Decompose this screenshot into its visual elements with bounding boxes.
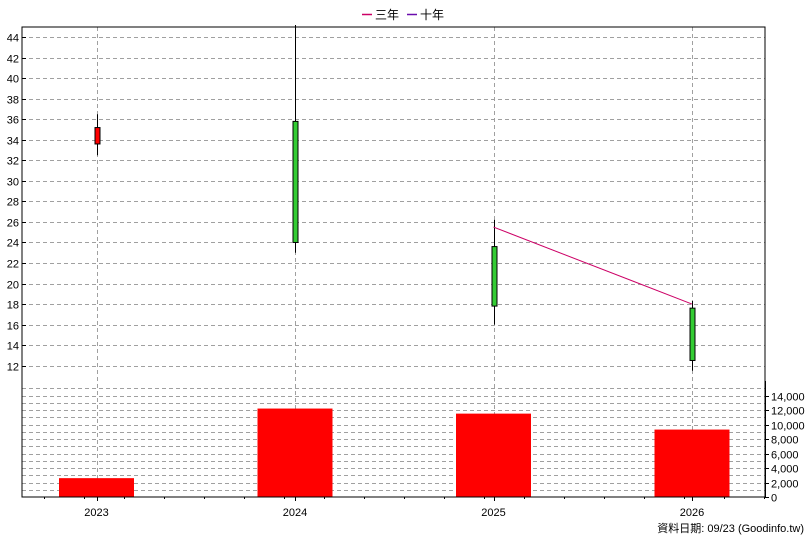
volume-tick-label: 6,000	[771, 450, 799, 462]
axes: 12 14 16 18 20 22 24 26 28 30 32 34 36 38 40 42 44 0 2,000…	[7, 26, 805, 519]
candle-body	[491, 246, 498, 307]
price-tick-label: 30	[7, 177, 19, 189]
price-tick-label: 26	[7, 218, 19, 230]
price-tick-label: 14	[7, 341, 19, 353]
volume-tick-label: 2,000	[771, 479, 799, 491]
volume-tick-label: 10,000	[771, 421, 805, 433]
price-tick-label: 44	[7, 33, 19, 45]
volume-bar	[654, 429, 730, 497]
price-tick-label: 38	[7, 95, 19, 107]
candlesticks	[94, 24, 696, 371]
category-tick-label: 2025	[481, 507, 505, 519]
volume-tick-label: 14,000	[771, 392, 805, 404]
category-tick-label: 2023	[84, 507, 108, 519]
candle-body	[689, 307, 696, 361]
price-tick-label: 36	[7, 115, 19, 127]
volume-tick-label: 8,000	[771, 435, 799, 447]
legend-item-label: 十年	[420, 8, 444, 22]
plot-frame	[21, 26, 766, 498]
price-tick-label: 24	[7, 238, 19, 250]
volume-bar	[59, 478, 134, 497]
price-tick-label: 40	[7, 74, 19, 86]
series-line	[493, 226, 693, 305]
price-tick-label: 22	[7, 259, 19, 271]
volume-bar	[456, 413, 531, 497]
volume-tick-label: 0	[771, 493, 777, 505]
price-tick-label: 34	[7, 136, 19, 148]
legend: 三年 十年	[362, 8, 444, 22]
price-tick-label: 32	[7, 156, 19, 168]
category-tick-label: 2024	[283, 507, 307, 519]
price-tick-label: 16	[7, 321, 19, 333]
grid-lines	[22, 27, 765, 497]
candle-body	[94, 127, 101, 145]
price-tick-label: 28	[7, 197, 19, 209]
trend-lines	[493, 226, 693, 305]
source-label: 資料日期: 09/23 (Goodinfo.tw)	[657, 521, 804, 535]
volume-tick-label: 12,000	[771, 406, 805, 418]
category-tick-label: 2026	[680, 507, 704, 519]
candle-body	[292, 120, 299, 243]
price-tick-label: 18	[7, 300, 19, 312]
volume-tick-label: 4,000	[771, 464, 799, 476]
volume-bars	[59, 408, 730, 497]
price-tick-label: 42	[7, 54, 19, 66]
price-tick-label: 12	[7, 362, 19, 374]
legend-item-label: 三年	[375, 8, 399, 22]
price-tick-label: 20	[7, 280, 19, 292]
volume-bar	[257, 408, 333, 497]
